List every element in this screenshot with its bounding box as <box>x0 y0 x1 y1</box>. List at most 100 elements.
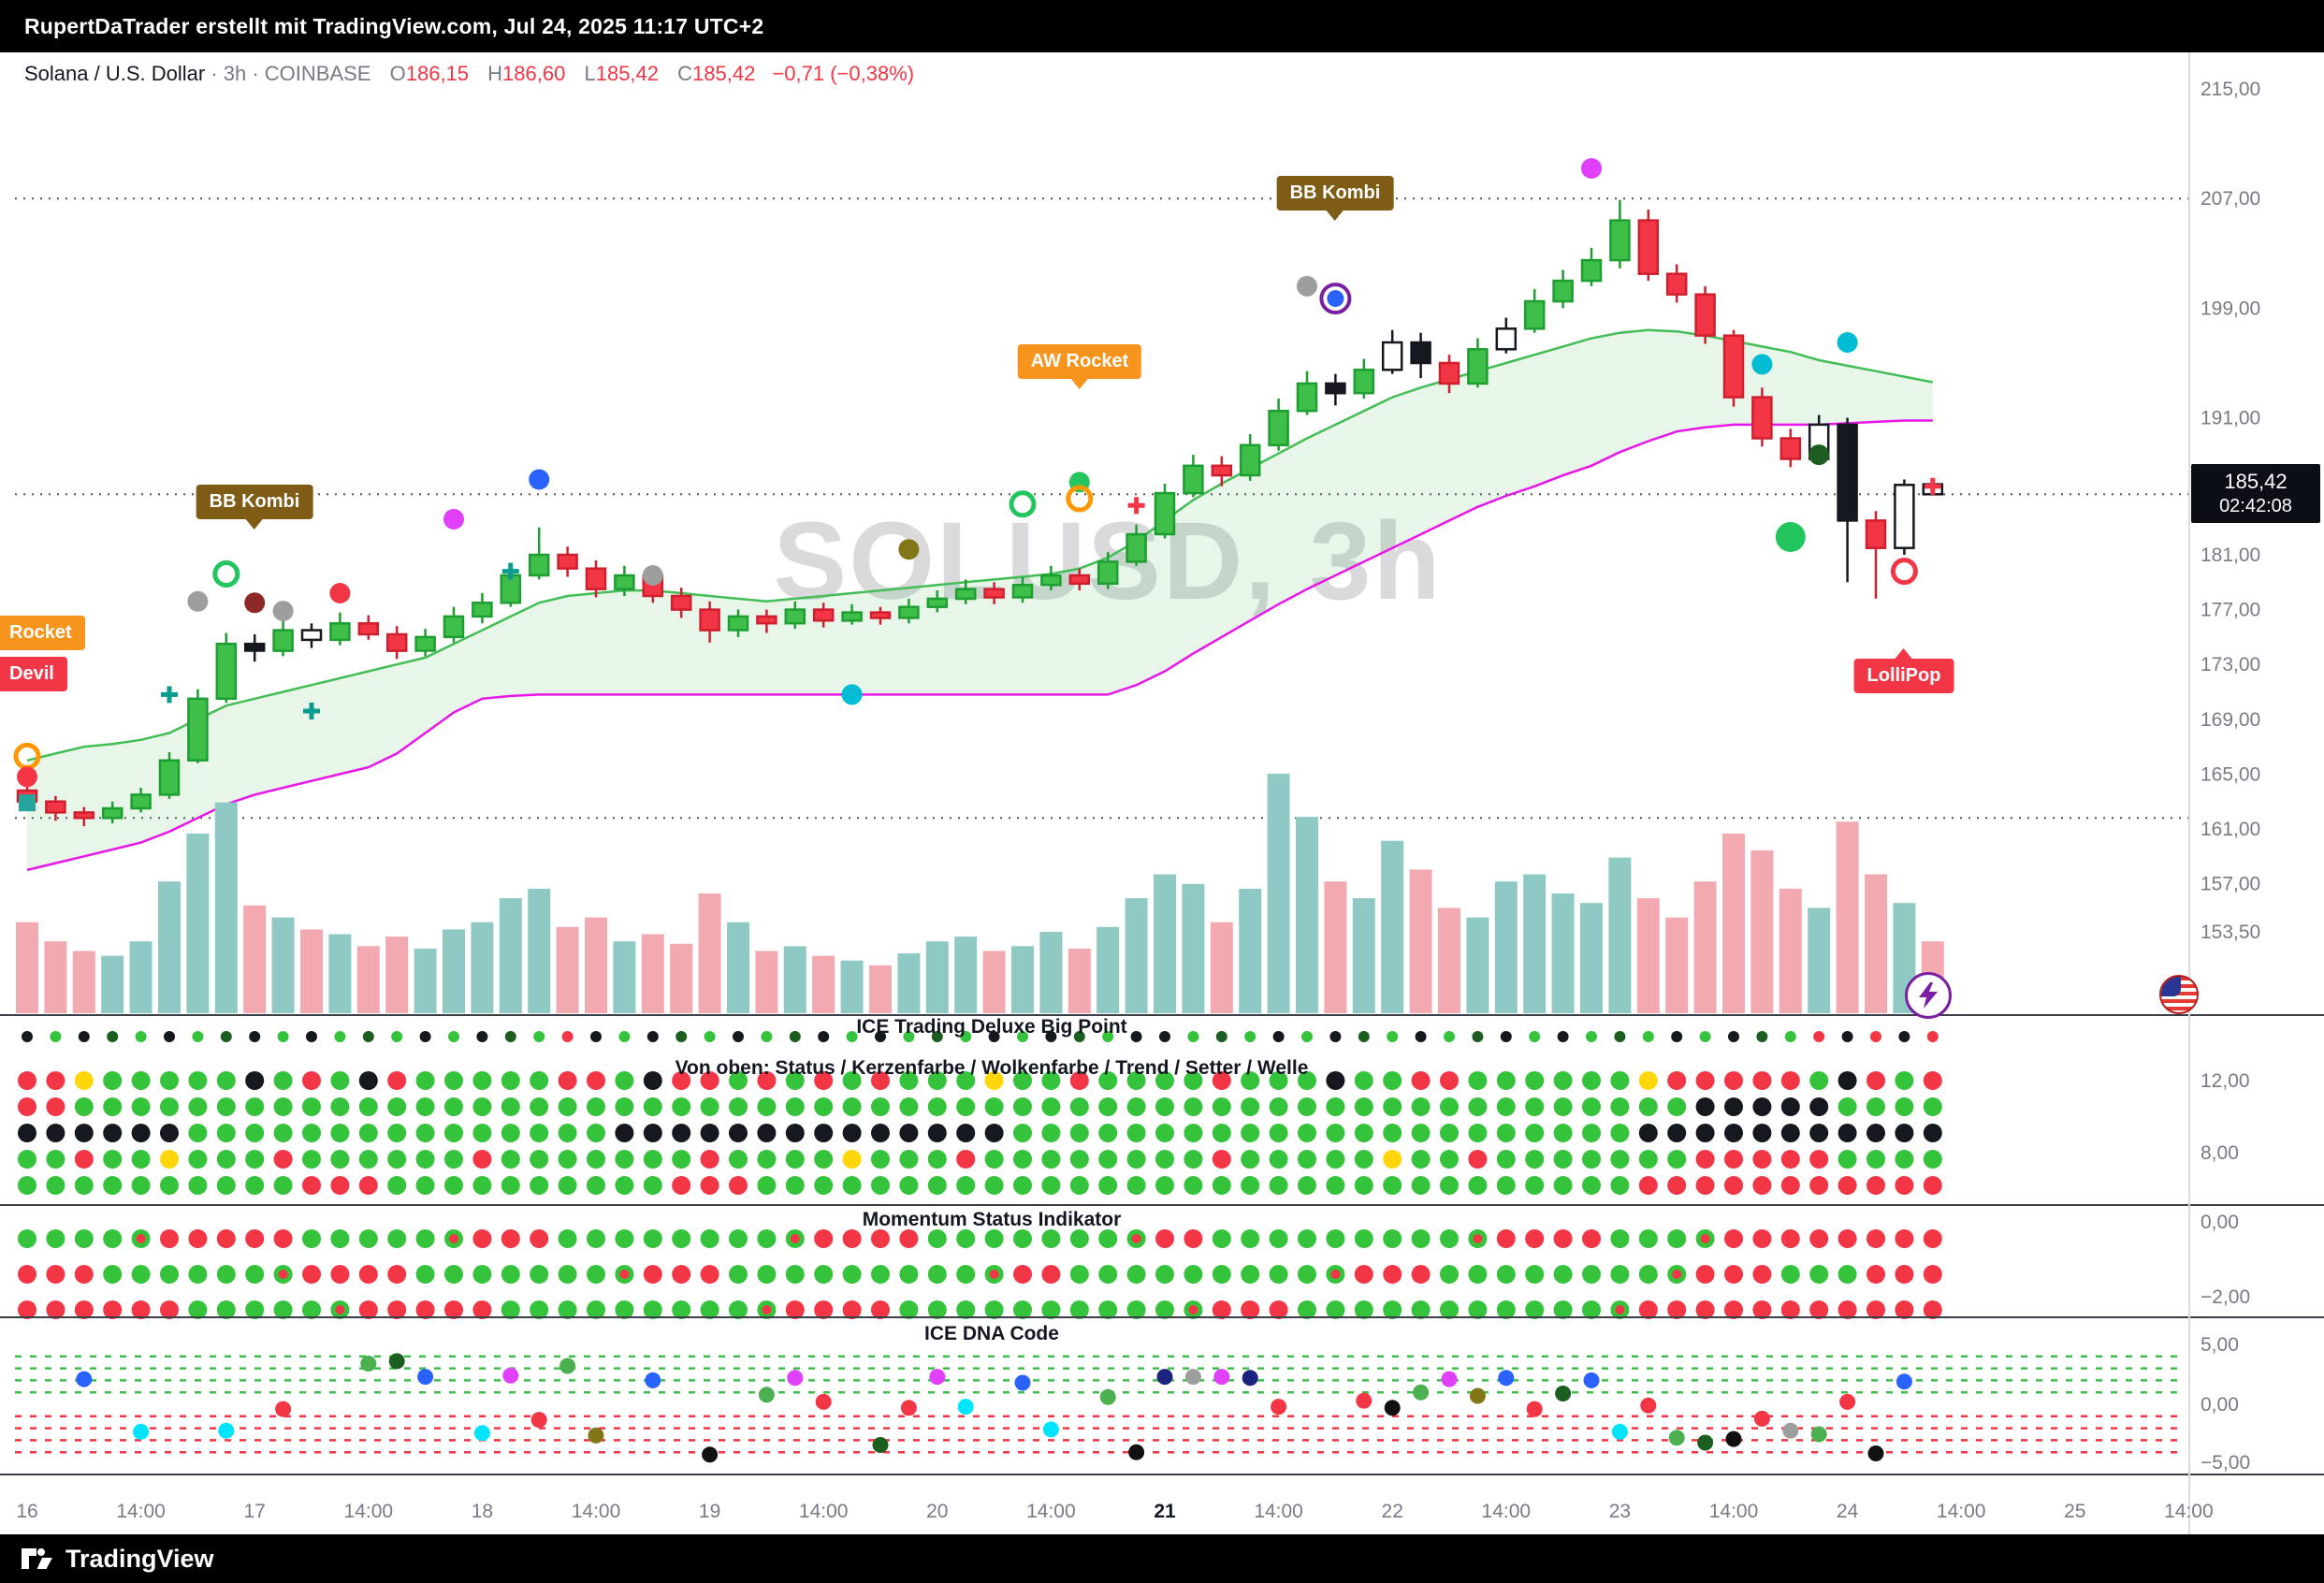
indicator-dot <box>1638 1150 1658 1169</box>
callout-aw-rocket[interactable]: AW Rocket <box>1017 344 1142 389</box>
indicator-dot <box>415 1150 435 1169</box>
volume-bar <box>1665 917 1689 1013</box>
indicator-dot <box>1667 1124 1687 1142</box>
indicator-dot <box>561 1031 574 1042</box>
panel-axis-label[interactable]: 12,00 <box>2201 1070 2250 1092</box>
indicator-dot <box>1069 1071 1089 1090</box>
time-axis-label[interactable]: 16 <box>16 1501 37 1522</box>
time-axis-label[interactable]: 21 <box>1154 1501 1176 1522</box>
indicator-dot <box>1610 1265 1630 1284</box>
indicator-dot <box>1809 1124 1829 1142</box>
indicator-dot <box>501 1300 520 1319</box>
indicator-dot <box>558 1229 577 1248</box>
time-axis-label[interactable]: 14:00 <box>2164 1501 2214 1522</box>
time-axis-label[interactable]: 14:00 <box>1026 1501 1076 1522</box>
signal-marker <box>1890 558 1918 586</box>
indicator-dot <box>160 1176 179 1195</box>
indicator-dot <box>1440 1071 1459 1090</box>
volume-bar <box>1011 946 1034 1013</box>
volume-bar <box>1039 932 1063 1013</box>
panel-axis-label[interactable]: −2,00 <box>2201 1286 2250 1308</box>
time-axis-label[interactable]: 14:00 <box>572 1501 621 1522</box>
indicator-dot <box>1525 1097 1545 1116</box>
indicator-dot <box>672 1150 691 1169</box>
price-axis-label[interactable]: 161,00 <box>2201 819 2260 840</box>
time-axis-label[interactable]: 24 <box>1837 1501 1859 1522</box>
time-axis-label[interactable]: 20 <box>926 1501 948 1522</box>
lightning-icon[interactable] <box>1905 972 1952 1019</box>
time-axis-label[interactable]: 14:00 <box>116 1501 166 1522</box>
dna-dot <box>929 1369 946 1386</box>
callout-bb-kombi-1[interactable]: BB Kombi <box>196 485 313 530</box>
volume-bar <box>1154 874 1176 1013</box>
indicator-dot <box>1212 1124 1231 1142</box>
time-axis-label[interactable]: 14:00 <box>344 1501 394 1522</box>
price-axis-label[interactable]: 207,00 <box>2201 188 2260 210</box>
indicator-dot <box>1272 1031 1285 1042</box>
indicator-dot <box>1468 1265 1488 1284</box>
indicator-dot <box>46 1300 65 1319</box>
indicator-dot <box>587 1071 605 1090</box>
indicator-dot <box>1468 1071 1488 1090</box>
indicator-dot <box>1780 1229 1800 1248</box>
time-axis-label[interactable]: 14:00 <box>1709 1501 1759 1522</box>
price-axis-label[interactable]: 165,00 <box>2201 763 2260 785</box>
time-axis-label[interactable]: 22 <box>1382 1501 1403 1522</box>
time-axis-label[interactable]: 14:00 <box>1937 1501 1986 1522</box>
candle <box>1154 483 1176 539</box>
indicator-dot <box>387 1071 407 1090</box>
panel-axis-label[interactable]: 0,00 <box>2201 1394 2239 1416</box>
us-flag-icon[interactable] <box>2159 975 2199 1014</box>
tradingview-wordmark[interactable]: TradingView <box>65 1544 214 1573</box>
volume-bar <box>243 905 267 1013</box>
time-axis-label[interactable]: 18 <box>472 1501 493 1522</box>
symbol-header[interactable]: Solana / U.S. Dollar · 3h · COINBASE O18… <box>24 62 914 86</box>
price-axis-label[interactable]: 169,00 <box>2201 709 2260 731</box>
indicator-dot <box>1809 1097 1829 1116</box>
panel-axis-label[interactable]: 0,00 <box>2201 1212 2239 1233</box>
last-price-badge[interactable]: 185,42 02:42:08 <box>2191 464 2320 523</box>
indicator-dot <box>306 1031 317 1042</box>
volume-bar <box>1296 817 1318 1013</box>
time-axis-label[interactable]: 25 <box>2064 1501 2085 1522</box>
panel-axis-label[interactable]: 5,00 <box>2201 1334 2239 1356</box>
volume-bar <box>954 937 978 1013</box>
dna-dot <box>133 1423 150 1440</box>
indicator-dot <box>216 1124 236 1142</box>
panel-axis-label[interactable]: −5,00 <box>2201 1452 2250 1474</box>
panel-axis-label[interactable]: 8,00 <box>2201 1142 2239 1164</box>
price-axis-label[interactable]: 199,00 <box>2201 298 2260 319</box>
time-axis-label[interactable]: 17 <box>244 1501 266 1522</box>
price-axis-label[interactable]: 215,00 <box>2201 79 2260 100</box>
callout-bb-kombi-2[interactable]: BB Kombi <box>1276 176 1394 221</box>
indicator-dot <box>1041 1265 1061 1284</box>
indicator-dot <box>1553 1229 1573 1248</box>
callout-rocket[interactable]: Rocket <box>0 616 85 650</box>
price-axis-label[interactable]: 177,00 <box>2201 600 2260 621</box>
dna-dot <box>702 1446 719 1463</box>
time-axis-label[interactable]: 14:00 <box>1254 1501 1303 1522</box>
time-axis-label[interactable]: 19 <box>699 1501 720 1522</box>
time-axis-label[interactable]: 14:00 <box>1482 1501 1532 1522</box>
indicator-dot <box>358 1176 378 1195</box>
price-axis-label[interactable]: 157,00 <box>2201 874 2260 895</box>
indicator-dot <box>785 1124 805 1142</box>
volume-bar <box>385 937 409 1013</box>
callout-devil[interactable]: Devil <box>0 657 67 691</box>
price-axis-label[interactable]: 173,00 <box>2201 654 2260 675</box>
volume-bar <box>1779 888 1802 1013</box>
tradingview-logo-icon[interactable] <box>21 1546 54 1572</box>
symbol-name[interactable]: Solana / U.S. Dollar <box>24 62 206 85</box>
time-axis-label[interactable]: 23 <box>1609 1501 1631 1522</box>
time-axis-label[interactable]: 14:00 <box>799 1501 849 1522</box>
price-axis-label[interactable]: 153,50 <box>2201 922 2260 943</box>
dna-dot <box>218 1422 235 1439</box>
indicator-dot <box>1557 1031 1569 1042</box>
indicator-dot <box>587 1124 605 1142</box>
indicator-dot <box>135 1031 147 1042</box>
indicator-dot <box>1073 1031 1085 1042</box>
callout-lollipop[interactable]: LolliPop <box>1853 648 1954 693</box>
price-axis-label[interactable]: 191,00 <box>2201 408 2260 429</box>
price-axis-label[interactable]: 181,00 <box>2201 545 2260 566</box>
